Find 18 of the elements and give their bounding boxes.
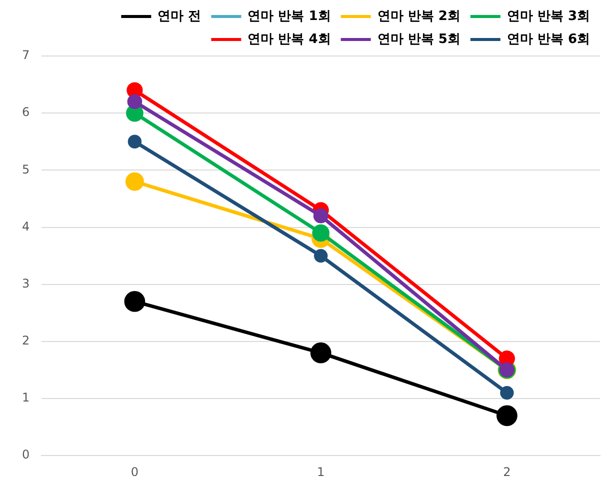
legend-label: 연마 전: [158, 8, 202, 24]
x-tick-label: 0: [130, 464, 139, 479]
legend-label: 연마 반복 2회: [377, 8, 460, 24]
x-tick-label: 2: [503, 464, 511, 479]
legend-label: 연마 반복 4회: [248, 32, 331, 47]
y-tick-label: 7: [22, 48, 30, 62]
x-tick-label: 1: [316, 464, 325, 479]
y-tick-label: 2: [22, 334, 30, 348]
legend-label: 연마 반복 5회: [377, 32, 460, 47]
y-tick-label: 4: [22, 219, 30, 234]
legend-label: 연마 반복 1회: [248, 8, 331, 24]
legend-label: 연마 반복 6회: [506, 32, 590, 47]
legend-label: 연마 반복 3회: [506, 8, 590, 24]
y-tick-label: 3: [22, 276, 30, 290]
y-tick-label: 1: [22, 390, 30, 405]
y-tick-label: 0: [22, 448, 30, 462]
y-tick-label: 6: [22, 105, 30, 120]
y-tick-label: 5: [22, 162, 30, 176]
